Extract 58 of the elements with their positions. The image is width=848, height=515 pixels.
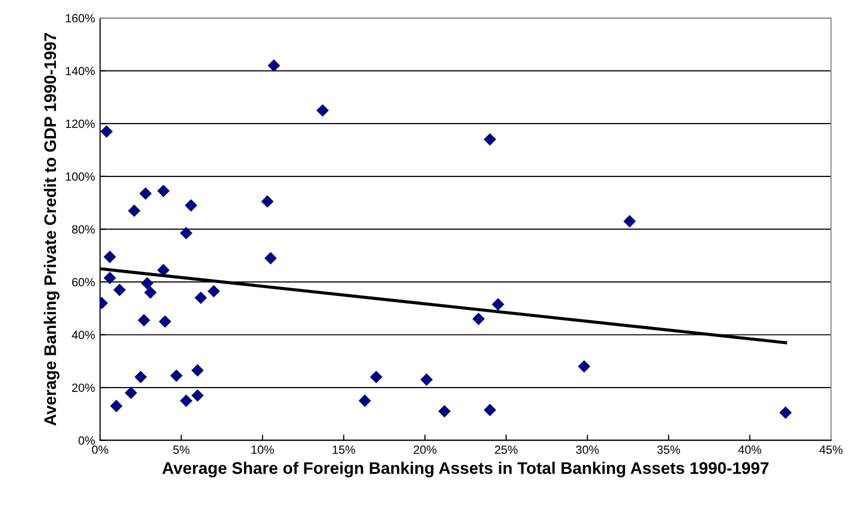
point (138, 314, 150, 326)
x-axis-title: Average Share of Foreign Banking Assets in Total Banking Assets 1990-1997 (162, 462, 768, 478)
point (110, 400, 123, 412)
point (484, 404, 496, 416)
y-tick-label: 40% (72, 330, 95, 340)
point (157, 184, 170, 198)
point (128, 204, 140, 217)
point (370, 370, 382, 384)
point (623, 215, 636, 228)
y-tick-label: 20% (72, 384, 95, 392)
y-tick-label: 120% (66, 120, 95, 128)
point (316, 104, 329, 117)
point (208, 284, 220, 298)
y-axis-title: Average Banking Private Credit to GDP 1990-1997 (44, 33, 60, 426)
point (261, 195, 274, 208)
x-tick-label: 15% (332, 446, 356, 454)
point (264, 252, 277, 264)
point (438, 405, 451, 418)
point (492, 298, 504, 311)
point (779, 406, 792, 419)
y-tick-label: 100% (66, 172, 95, 181)
point (104, 250, 116, 264)
point (358, 394, 372, 407)
point (139, 187, 152, 200)
x-tick-label: 20% (414, 446, 436, 454)
point (268, 59, 280, 72)
point (420, 373, 433, 386)
point (472, 312, 485, 326)
point (100, 125, 113, 138)
point (194, 292, 207, 304)
y-tick-label: 0% (78, 436, 95, 445)
x-tick-label: 45% (819, 446, 842, 454)
point (184, 199, 198, 212)
point (104, 272, 116, 284)
point (180, 226, 192, 240)
point (170, 369, 183, 382)
y-tick-label: 160% (66, 14, 95, 22)
x-tick-label: 30% (576, 446, 599, 454)
point (140, 277, 154, 290)
point (158, 315, 172, 328)
point (484, 133, 496, 146)
x-tick-label: 25% (494, 446, 518, 454)
x-tick-label: 35% (657, 446, 680, 454)
x-tick-label: 5% (173, 446, 190, 454)
y-tick-label: 80% (72, 225, 95, 234)
x-tick-label: 0% (92, 446, 108, 454)
x-tick-label: 40% (738, 446, 762, 454)
x-tick-label: 10% (252, 446, 274, 454)
point (578, 360, 590, 373)
point (124, 386, 138, 400)
point (113, 284, 126, 296)
point (144, 286, 157, 299)
y-tick-label: 60% (72, 278, 95, 286)
point (191, 364, 204, 377)
y-tick-label: 140% (66, 66, 95, 76)
point (134, 370, 147, 384)
point (191, 389, 204, 402)
point (180, 394, 192, 407)
